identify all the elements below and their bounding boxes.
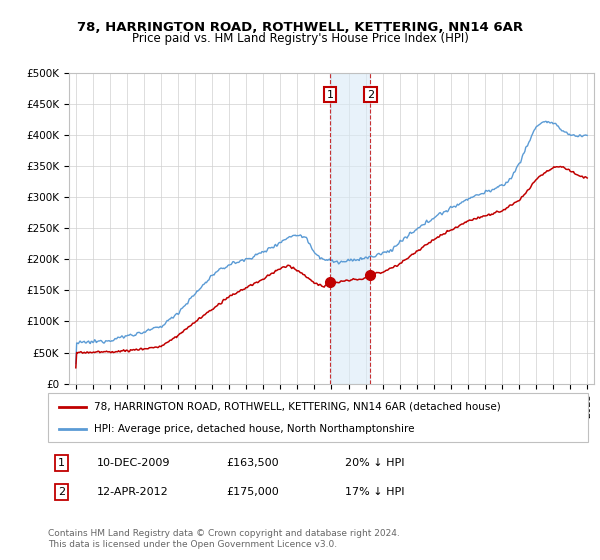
Text: 1: 1 [58,458,65,468]
Text: 2: 2 [58,487,65,497]
Text: 17% ↓ HPI: 17% ↓ HPI [345,487,404,497]
Bar [330,73,370,384]
Text: 20% ↓ HPI: 20% ↓ HPI [345,458,404,468]
Text: 2: 2 [367,90,374,100]
Text: £175,000: £175,000 [226,487,279,497]
Text: 78, HARRINGTON ROAD, ROTHWELL, KETTERING, NN14 6AR: 78, HARRINGTON ROAD, ROTHWELL, KETTERING… [77,21,523,34]
Text: Contains HM Land Registry data © Crown copyright and database right 2024.
This d: Contains HM Land Registry data © Crown c… [48,529,400,549]
Text: £163,500: £163,500 [226,458,279,468]
FancyBboxPatch shape [48,393,588,442]
Text: 78, HARRINGTON ROAD, ROTHWELL, KETTERING, NN14 6AR (detached house): 78, HARRINGTON ROAD, ROTHWELL, KETTERING… [94,402,500,412]
Text: 1: 1 [326,90,334,100]
Text: 12-APR-2012: 12-APR-2012 [97,487,169,497]
Text: HPI: Average price, detached house, North Northamptonshire: HPI: Average price, detached house, Nort… [94,423,415,433]
Text: Price paid vs. HM Land Registry's House Price Index (HPI): Price paid vs. HM Land Registry's House … [131,32,469,45]
Text: 10-DEC-2009: 10-DEC-2009 [97,458,170,468]
